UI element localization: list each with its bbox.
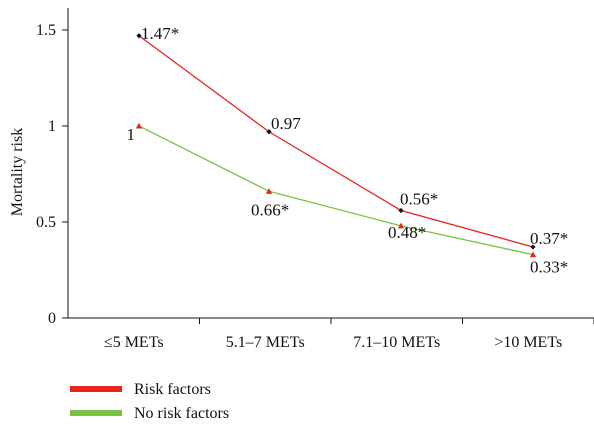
data-label: 1 — [127, 125, 136, 144]
x-tick-label: 5.1–7 METs — [226, 334, 305, 351]
y-axis-title: Mortality risk — [9, 128, 26, 216]
data-point — [529, 251, 537, 258]
series-risk-factors: 1.47* 0.97 0.56* 0.37* — [136, 24, 568, 250]
data-label: 0.48* — [388, 223, 426, 242]
data-point — [530, 244, 536, 250]
data-label: 0.66* — [251, 200, 289, 219]
data-label: 0.37* — [530, 229, 568, 248]
data-label: 0.56* — [400, 189, 438, 208]
legend-label: No risk factors — [134, 405, 229, 422]
data-point — [266, 129, 272, 135]
data-point — [265, 188, 273, 194]
series-layer: 1.47* 0.97 0.56* 0.37* 1 0.66* 0.48* 0.33* — [127, 24, 569, 277]
x-ticks: ≤5 METs 5.1–7 METs 7.1–10 METs >10 METs — [104, 318, 594, 351]
legend-item: Risk factors — [70, 381, 211, 398]
series-line — [138, 125, 534, 256]
data-label: 1.47* — [141, 24, 179, 43]
series-line — [138, 35, 534, 248]
y-tick-label: 0.5 — [36, 214, 56, 231]
legend-swatch — [70, 410, 122, 416]
y-tick-label: 1.5 — [36, 22, 56, 39]
y-tick-label: 0 — [48, 310, 56, 327]
y-ticks: 0 0.5 1 1.5 — [36, 22, 68, 327]
legend-label: Risk factors — [134, 381, 211, 398]
legend: Risk factors No risk factors — [70, 381, 229, 422]
x-tick-label: >10 METs — [494, 334, 562, 351]
series-no-risk-factors: 1 0.66* 0.48* 0.33* — [127, 122, 568, 277]
axes — [67, 8, 594, 319]
x-tick-label: ≤5 METs — [104, 334, 164, 351]
data-label: 0.33* — [530, 258, 568, 277]
x-tick-label: 7.1–10 METs — [353, 334, 440, 351]
legend-item: No risk factors — [70, 405, 229, 422]
data-label: 0.97 — [271, 114, 301, 133]
data-point — [136, 33, 142, 39]
legend-swatch — [70, 386, 122, 392]
data-point — [135, 122, 143, 129]
data-point — [398, 207, 404, 214]
y-tick-label: 1 — [48, 118, 56, 135]
data-point — [397, 222, 405, 229]
